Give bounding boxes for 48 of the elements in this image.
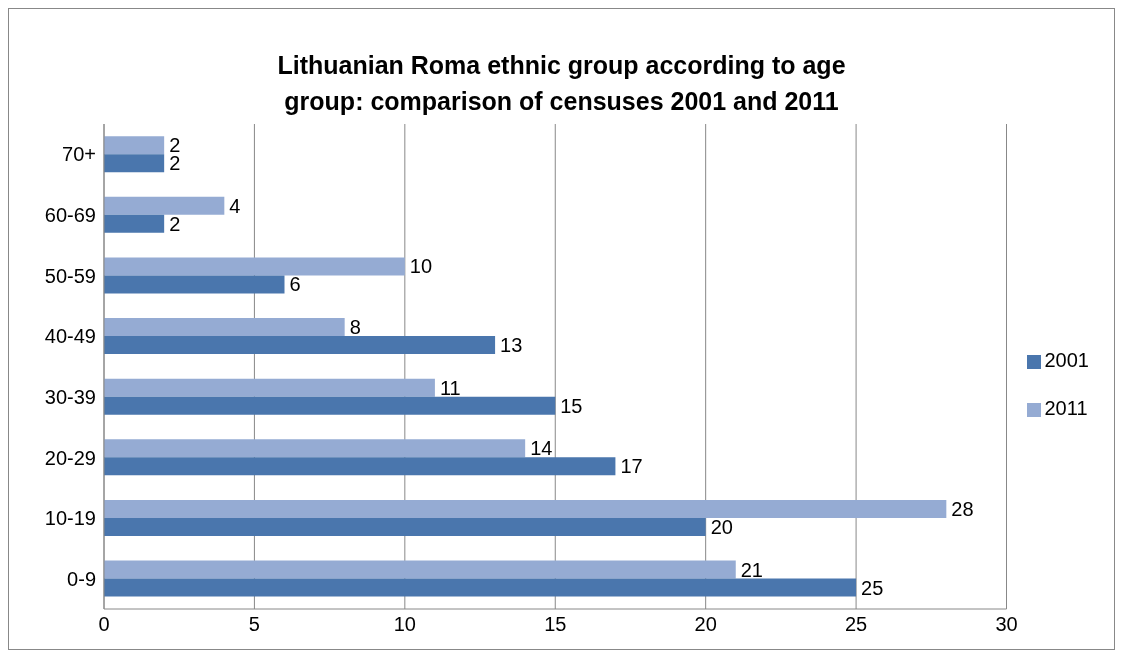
- bar: [104, 457, 616, 476]
- data-label: 10: [409, 255, 433, 278]
- data-label: 13: [500, 334, 523, 357]
- bar: [104, 439, 526, 458]
- y-tick-label: 70+: [62, 143, 96, 166]
- data-label: 17: [620, 455, 643, 478]
- bar: [104, 196, 225, 215]
- y-tick-label: 50-59: [44, 264, 96, 287]
- y-tick-label: 20-29: [44, 446, 96, 469]
- bar: [104, 499, 947, 518]
- bar: [104, 214, 165, 233]
- x-tick-label: 5: [248, 613, 260, 636]
- data-label: 8: [349, 316, 361, 339]
- y-tick-label: 40-49: [44, 325, 96, 348]
- bar: [104, 336, 496, 354]
- bar: [104, 154, 165, 173]
- data-label: 20: [710, 515, 733, 538]
- x-tick-label: 30: [995, 613, 1018, 636]
- bar: [104, 578, 857, 597]
- data-label: 15: [560, 394, 583, 417]
- data-label: 14: [530, 437, 553, 460]
- bar: [104, 560, 736, 579]
- chart-title: Lithuanian Roma ethnic group according to age group: comparison of censuses 2001 and 2011: [276, 50, 847, 117]
- bar: [104, 136, 165, 155]
- x-tick-label: 20: [694, 613, 717, 636]
- bar: [104, 517, 706, 536]
- x-tick-label: 15: [544, 613, 567, 636]
- y-tick-label: 10-19: [44, 507, 96, 530]
- legend-label: 2001: [1044, 349, 1089, 371]
- data-label: 2: [169, 212, 181, 235]
- legend-label: 2011: [1044, 397, 1088, 419]
- bar: [104, 396, 556, 415]
- x-tick-label: 0: [98, 613, 110, 636]
- bar: [104, 318, 345, 336]
- y-tick-label: 30-39: [44, 385, 96, 408]
- y-tick-label: 0-9: [67, 567, 96, 590]
- data-label: 4: [229, 194, 241, 217]
- bar: [104, 257, 405, 276]
- y-tick-label: 60-69: [44, 204, 96, 227]
- data-label: 6: [289, 273, 301, 296]
- data-label: 11: [439, 376, 461, 399]
- data-label: 25: [861, 576, 884, 599]
- bar: [104, 275, 285, 294]
- x-tick-label: 10: [393, 613, 416, 636]
- bar: [104, 378, 435, 397]
- data-label: 21: [740, 558, 763, 581]
- data-label: 28: [951, 497, 974, 520]
- x-tick-label: 25: [844, 613, 868, 636]
